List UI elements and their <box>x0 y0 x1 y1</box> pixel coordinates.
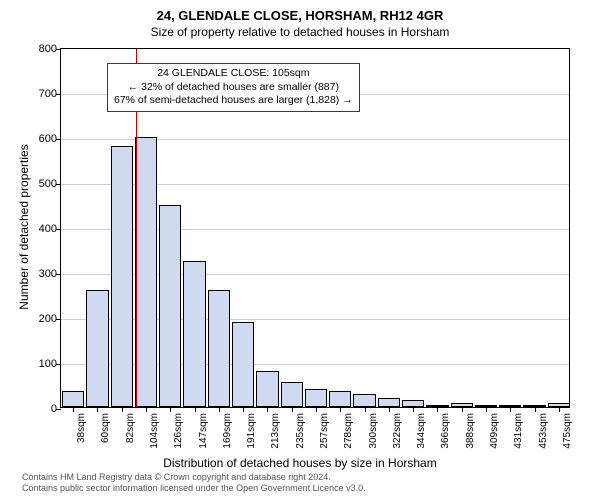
x-axis-label: Distribution of detached houses by size … <box>0 456 600 470</box>
histogram-bar <box>62 391 84 407</box>
annotation-line-3: 67% of semi-detached houses are larger (… <box>114 94 353 108</box>
annotation-line-2: ← 32% of detached houses are smaller (88… <box>114 81 353 95</box>
histogram-bar <box>86 290 108 407</box>
xtick-label: 82sqm <box>125 413 136 443</box>
xtick-mark <box>122 407 123 412</box>
ytick-label: 800 <box>39 43 61 55</box>
xtick-label: 475sqm <box>562 413 573 449</box>
xtick-mark <box>462 407 463 412</box>
xtick-mark <box>559 407 560 412</box>
xtick-label: 104sqm <box>149 413 160 449</box>
xtick-mark <box>437 407 438 412</box>
xtick-mark <box>486 407 487 412</box>
xtick-label: 366sqm <box>440 413 451 449</box>
ytick-label: 200 <box>39 313 61 325</box>
annotation-box: 24 GLENDALE CLOSE: 105sqm ← 32% of detac… <box>107 63 360 112</box>
histogram-bar <box>111 146 133 407</box>
histogram-bar <box>256 371 278 407</box>
xtick-label: 431sqm <box>513 413 524 449</box>
xtick-mark <box>413 407 414 412</box>
xtick-mark <box>243 407 244 412</box>
xtick-mark <box>510 407 511 412</box>
histogram-bar <box>281 382 303 407</box>
chart-title-line1: 24, GLENDALE CLOSE, HORSHAM, RH12 4GR <box>0 0 600 23</box>
ytick-label: 400 <box>39 223 61 235</box>
xtick-label: 300sqm <box>368 413 379 449</box>
xtick-mark <box>73 407 74 412</box>
histogram-bar <box>378 398 400 407</box>
histogram-bar <box>208 290 230 407</box>
xtick-mark <box>170 407 171 412</box>
histogram-bar <box>402 400 424 407</box>
xtick-label: 169sqm <box>222 413 233 449</box>
plot-area: 010020030040050060070080038sqm60sqm82sqm… <box>60 48 570 408</box>
xtick-mark <box>195 407 196 412</box>
xtick-label: 213sqm <box>270 413 281 449</box>
footer: Contains HM Land Registry data © Crown c… <box>22 472 366 495</box>
xtick-label: 235sqm <box>295 413 306 449</box>
xtick-label: 322sqm <box>392 413 403 449</box>
xtick-label: 453sqm <box>538 413 549 449</box>
footer-line-1: Contains HM Land Registry data © Crown c… <box>22 472 366 483</box>
footer-line-2: Contains public sector information licen… <box>22 483 366 494</box>
histogram-bar <box>159 205 181 408</box>
chart-title-line2: Size of property relative to detached ho… <box>0 23 600 39</box>
histogram-bar <box>353 394 375 408</box>
xtick-mark <box>267 407 268 412</box>
ytick-label: 700 <box>39 88 61 100</box>
annotation-line-1: 24 GLENDALE CLOSE: 105sqm <box>114 67 353 81</box>
ytick-label: 100 <box>39 358 61 370</box>
xtick-label: 278sqm <box>343 413 354 449</box>
ytick-label: 300 <box>39 268 61 280</box>
xtick-mark <box>292 407 293 412</box>
ytick-label: 500 <box>39 178 61 190</box>
histogram-bar <box>183 261 205 407</box>
xtick-label: 126sqm <box>173 413 184 449</box>
xtick-mark <box>316 407 317 412</box>
histogram-bar <box>329 391 351 407</box>
xtick-label: 60sqm <box>100 413 111 443</box>
histogram-bar <box>305 389 327 407</box>
ytick-label: 600 <box>39 133 61 145</box>
xtick-mark <box>97 407 98 412</box>
xtick-label: 191sqm <box>246 413 257 449</box>
xtick-label: 257sqm <box>319 413 330 449</box>
y-axis-label: Number of detached properties <box>17 127 31 327</box>
xtick-mark <box>365 407 366 412</box>
histogram-bar <box>232 322 254 408</box>
xtick-mark <box>340 407 341 412</box>
xtick-label: 38sqm <box>76 413 87 443</box>
histogram-bar <box>135 137 157 407</box>
ytick-label: 0 <box>51 403 61 415</box>
xtick-label: 409sqm <box>489 413 500 449</box>
xtick-mark <box>535 407 536 412</box>
xtick-label: 344sqm <box>416 413 427 449</box>
xtick-mark <box>146 407 147 412</box>
xtick-label: 147sqm <box>198 413 209 449</box>
xtick-mark <box>219 407 220 412</box>
chart-container: 24, GLENDALE CLOSE, HORSHAM, RH12 4GR Si… <box>0 0 600 500</box>
xtick-label: 388sqm <box>465 413 476 449</box>
xtick-mark <box>389 407 390 412</box>
